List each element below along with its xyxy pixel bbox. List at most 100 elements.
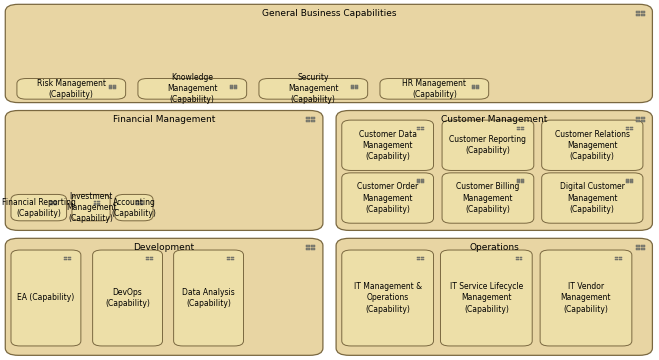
Bar	[630, 181, 633, 183]
FancyBboxPatch shape	[173, 250, 244, 346]
Bar	[355, 87, 358, 89]
Bar	[627, 181, 629, 183]
Text: Risk Management
(Capability): Risk Management (Capability)	[37, 79, 106, 99]
FancyBboxPatch shape	[11, 194, 67, 221]
Bar	[641, 11, 645, 13]
FancyBboxPatch shape	[93, 250, 163, 346]
Bar	[94, 201, 96, 202]
Text: Data Analysis
(Capability): Data Analysis (Capability)	[182, 288, 235, 308]
Text: Knowledge
Management
(Capability): Knowledge Management (Capability)	[167, 73, 217, 104]
Bar	[476, 87, 479, 89]
Bar	[355, 85, 358, 86]
Bar	[636, 120, 640, 122]
Bar	[306, 245, 310, 247]
Bar	[630, 129, 633, 130]
Bar	[641, 245, 645, 247]
Bar	[641, 248, 645, 250]
Bar	[517, 127, 520, 128]
Bar	[627, 127, 629, 128]
Bar	[421, 181, 424, 183]
Bar	[417, 181, 420, 183]
Bar	[68, 257, 71, 258]
Bar	[616, 258, 618, 260]
Text: Digital Customer
Management
(Capability): Digital Customer Management (Capability)	[560, 183, 625, 213]
FancyBboxPatch shape	[5, 4, 652, 103]
Bar	[150, 257, 153, 258]
Bar	[113, 85, 116, 86]
Bar	[630, 179, 633, 181]
Bar	[140, 201, 143, 202]
Text: DevOps
(Capability): DevOps (Capability)	[105, 288, 150, 308]
Bar	[417, 258, 420, 260]
Bar	[50, 203, 53, 204]
Bar	[516, 258, 519, 260]
Text: Investment
Management
(Capability): Investment Management (Capability)	[66, 192, 116, 223]
Text: Financial Management: Financial Management	[113, 115, 215, 124]
Bar	[521, 129, 524, 130]
Bar	[136, 203, 139, 204]
Text: Customer Reporting
(Capability): Customer Reporting (Capability)	[449, 135, 527, 155]
Text: General Business Capabilities: General Business Capabilities	[262, 9, 396, 18]
Bar	[94, 203, 96, 204]
FancyBboxPatch shape	[336, 111, 652, 230]
Bar	[636, 14, 640, 16]
FancyBboxPatch shape	[540, 250, 632, 346]
Text: Customer Management: Customer Management	[441, 115, 548, 124]
Text: IT Service Lifecycle
Management
(Capability): IT Service Lifecycle Management (Capabil…	[449, 282, 523, 314]
Bar	[234, 85, 237, 86]
Bar	[54, 201, 57, 202]
Bar	[476, 85, 479, 86]
FancyBboxPatch shape	[380, 78, 489, 99]
Text: Customer Billing
Management
(Capability): Customer Billing Management (Capability)	[456, 183, 519, 213]
Bar	[421, 257, 424, 258]
FancyBboxPatch shape	[342, 173, 434, 223]
Text: Customer Data
Management
(Capability): Customer Data Management (Capability)	[358, 130, 416, 161]
Bar	[519, 258, 523, 260]
Bar	[227, 257, 230, 258]
FancyBboxPatch shape	[442, 173, 534, 223]
Bar	[146, 258, 149, 260]
Bar	[98, 201, 100, 202]
Bar	[231, 258, 233, 260]
Bar	[417, 129, 420, 130]
FancyBboxPatch shape	[342, 250, 434, 346]
Bar	[65, 257, 67, 258]
Bar	[521, 181, 524, 183]
Bar	[627, 129, 629, 130]
Bar	[473, 87, 475, 89]
FancyBboxPatch shape	[336, 238, 652, 355]
FancyBboxPatch shape	[542, 120, 643, 171]
Bar	[521, 127, 524, 128]
Bar	[113, 87, 116, 89]
Bar	[627, 179, 629, 181]
Bar	[421, 127, 424, 128]
Bar	[68, 258, 71, 260]
Bar	[98, 203, 100, 204]
Bar	[421, 258, 424, 260]
Text: IT Vendor
Management
(Capability): IT Vendor Management (Capability)	[561, 282, 612, 314]
Bar	[619, 258, 622, 260]
Bar	[641, 117, 645, 120]
Bar	[641, 14, 645, 16]
Bar	[306, 248, 310, 250]
Bar	[109, 85, 112, 86]
Bar	[231, 257, 233, 258]
Bar	[54, 203, 57, 204]
Bar	[150, 258, 153, 260]
Bar	[311, 120, 315, 122]
Bar	[417, 127, 420, 128]
Bar	[519, 257, 523, 258]
FancyBboxPatch shape	[342, 120, 434, 171]
FancyBboxPatch shape	[440, 250, 532, 346]
FancyBboxPatch shape	[442, 120, 534, 171]
Text: HR Management
(Capability): HR Management (Capability)	[403, 79, 467, 99]
Bar	[230, 87, 233, 89]
Bar	[636, 245, 640, 247]
Bar	[140, 203, 143, 204]
Text: Customer Order
Management
(Capability): Customer Order Management (Capability)	[357, 183, 418, 213]
FancyBboxPatch shape	[11, 250, 81, 346]
Bar	[109, 87, 112, 89]
Bar	[50, 201, 53, 202]
Text: Operations: Operations	[469, 243, 519, 252]
FancyBboxPatch shape	[5, 111, 323, 230]
